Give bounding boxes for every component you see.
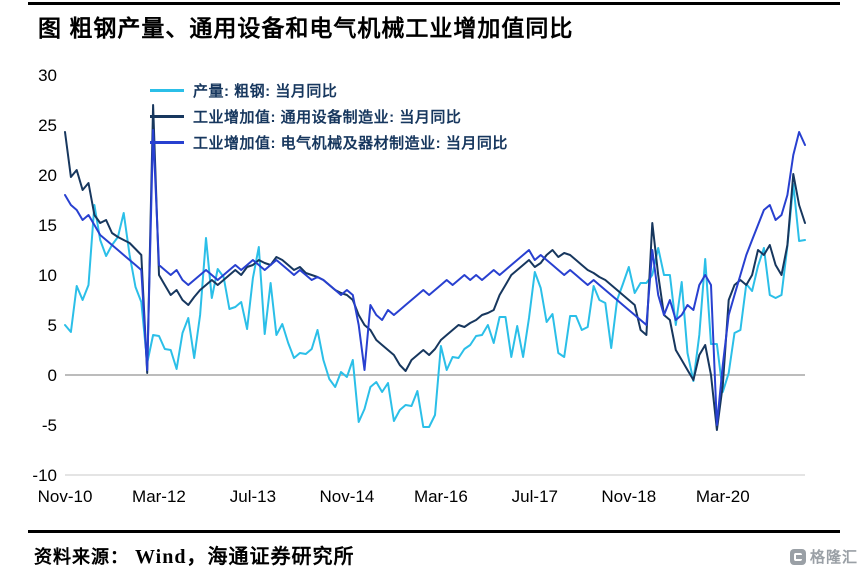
series-line-0 <box>64 183 806 428</box>
gelonghui-logo: 格隆汇 <box>789 546 858 567</box>
legend-item-general-equipment: 工业增加值: 通用设备制造业: 当月同比 <box>150 106 508 127</box>
gelonghui-logo-icon <box>789 548 806 565</box>
top-rule <box>28 2 840 5</box>
x-tick-label: Mar-16 <box>414 487 468 506</box>
legend-item-electrical-machinery: 工业增加值: 电气机械及器材制造业: 当月同比 <box>150 132 508 153</box>
legend-label-general-equipment: 工业增加值: 通用设备制造业: 当月同比 <box>193 109 462 126</box>
source-label: 资料来源： <box>34 547 129 567</box>
chart-plot-area: 30 25 20 15 10 5 0 -5 -10 Nov-10 Mar-12 Jul-13 Nov-1… <box>0 58 866 513</box>
y-tick-label: 0 <box>48 366 57 385</box>
x-tick-label: Nov-14 <box>319 487 374 506</box>
series-line-2 <box>64 129 806 426</box>
legend-swatch-steel <box>150 89 184 92</box>
y-tick-label: -10 <box>32 466 57 485</box>
x-tick-label: Jul-17 <box>512 487 558 506</box>
legend-swatch-general-equipment <box>150 115 184 118</box>
y-tick-label: 30 <box>38 66 57 85</box>
series-line-1 <box>64 104 806 431</box>
x-tick-label: Nov-10 <box>38 487 93 506</box>
y-tick-label: 15 <box>38 216 57 235</box>
line-chart: 30 25 20 15 10 5 0 -5 -10 Nov-10 Mar-12 Jul-13 Nov-1… <box>32 66 806 506</box>
legend-label-steel: 产量: 粗钢: 当月同比 <box>193 83 338 100</box>
legend-swatch-electrical-machinery <box>150 141 184 144</box>
y-tick-label: 20 <box>38 166 57 185</box>
y-tick-label: 5 <box>48 316 57 335</box>
source-text: Wind，海通证券研究所 <box>135 546 355 568</box>
chart-title: 图 粗钢产量、通用设备和电气机械工业增加值同比 <box>38 15 574 41</box>
y-tick-label: 10 <box>38 266 57 285</box>
x-tick-label: Nov-18 <box>601 487 656 506</box>
x-tick-label: Jul-13 <box>230 487 276 506</box>
y-tick-label: -5 <box>42 416 57 435</box>
bottom-rule <box>28 530 840 533</box>
chart-legend: 产量: 粗钢: 当月同比 工业增加值: 通用设备制造业: 当月同比 工业增加值:… <box>150 80 508 153</box>
source-line: 资料来源： Wind，海通证券研究所 <box>34 540 354 569</box>
gelonghui-logo-text: 格隆汇 <box>809 549 858 566</box>
x-tick-label: Mar-20 <box>696 487 750 506</box>
legend-item-steel-output: 产量: 粗钢: 当月同比 <box>150 80 508 101</box>
legend-label-electrical-machinery: 工业增加值: 电气机械及器材制造业: 当月同比 <box>193 135 508 152</box>
y-tick-label: 25 <box>38 116 57 135</box>
x-tick-label: Mar-12 <box>132 487 186 506</box>
